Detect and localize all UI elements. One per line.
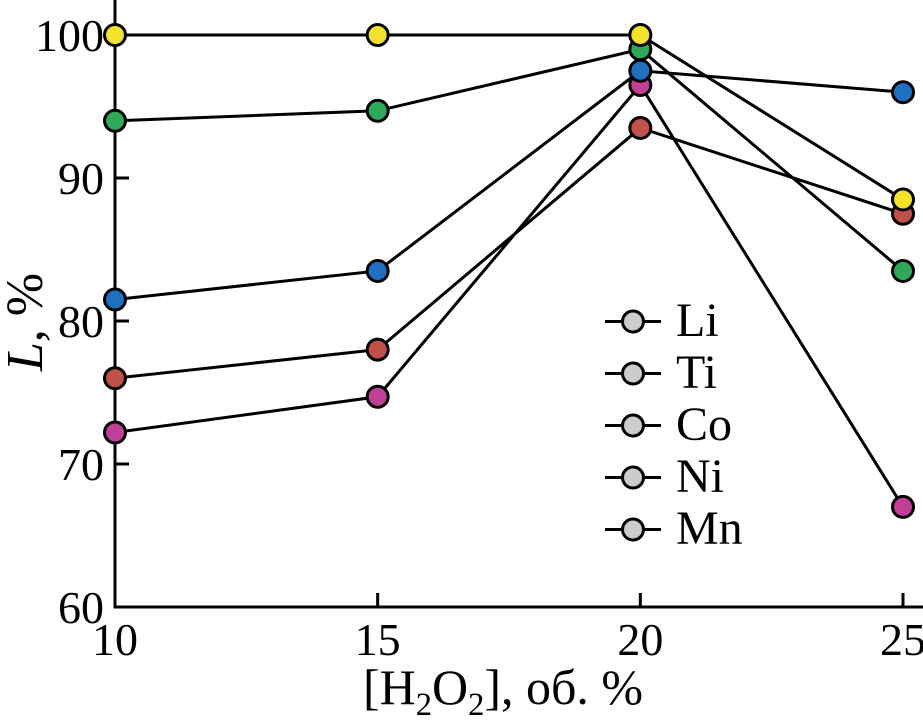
point-co-15 [365, 258, 390, 283]
x-tick-label: 10 [92, 614, 138, 665]
legend-marker-icon [605, 361, 661, 385]
point-ti-10 [103, 366, 127, 391]
series-line-ti [114, 126, 904, 380]
y-axis-unit: , % [0, 272, 54, 343]
point-ni-10 [103, 108, 127, 133]
legend-marker-icon [605, 309, 661, 333]
legend-label: Li [676, 294, 719, 347]
legend-label: Ni [676, 450, 724, 503]
x-tick-label: 20 [617, 614, 663, 665]
y-axis-label: L, % [0, 272, 54, 372]
point-ti-20 [628, 115, 653, 140]
point-ti-15 [365, 337, 390, 362]
legend-item-mn: Mn [604, 503, 743, 555]
y-tick-label: 80 [58, 296, 104, 347]
x-axis-label-subscript: 2 [468, 687, 485, 723]
series-line-mn [114, 82, 905, 508]
point-mn-10 [103, 420, 127, 445]
point-mn-25 [891, 494, 915, 519]
legend-item-ni: Ni [604, 451, 743, 503]
y-axis-variable: L [0, 342, 54, 372]
x-axis-label-part: ], об. % [484, 659, 644, 715]
point-co-10 [103, 287, 127, 312]
y-tick-label: 60 [58, 582, 104, 633]
x-tick-label: 25 [880, 614, 923, 665]
point-co-25 [891, 80, 915, 105]
legend: Li Ti Co Ni Mn [604, 295, 743, 555]
y-tick-label: 100 [35, 10, 104, 61]
legend-label: Mn [676, 502, 743, 555]
point-li-25 [891, 187, 915, 212]
point-mn-15 [365, 384, 390, 409]
point-li-20 [628, 23, 653, 47]
point-li-10 [103, 23, 127, 47]
point-ni-25 [891, 258, 915, 283]
x-axis-label-subscript: 2 [415, 687, 432, 723]
legend-marker-icon [605, 465, 661, 489]
series-line-co [114, 69, 904, 302]
legend-label: Co [676, 398, 733, 451]
y-tick-label: 70 [58, 439, 104, 490]
point-li-15 [365, 23, 390, 47]
y-tick-label: 90 [58, 153, 104, 204]
legend-item-co: Co [604, 399, 743, 451]
series-line-ni [114, 47, 904, 273]
legend-marker-icon [605, 413, 661, 437]
x-axis-label-part: O [431, 659, 469, 715]
series-line-li [115, 33, 904, 201]
legend-label: Ti [676, 346, 717, 399]
point-co-20 [628, 58, 653, 83]
legend-item-ti: Ti [604, 347, 743, 399]
x-axis-label-part: [H [362, 659, 416, 715]
legend-marker-icon [605, 517, 661, 541]
x-axis-label: [H2O2], об. % [362, 659, 644, 721]
x-tick-label: 15 [355, 614, 401, 665]
point-ni-15 [365, 98, 390, 123]
legend-item-li: Li [604, 295, 743, 347]
